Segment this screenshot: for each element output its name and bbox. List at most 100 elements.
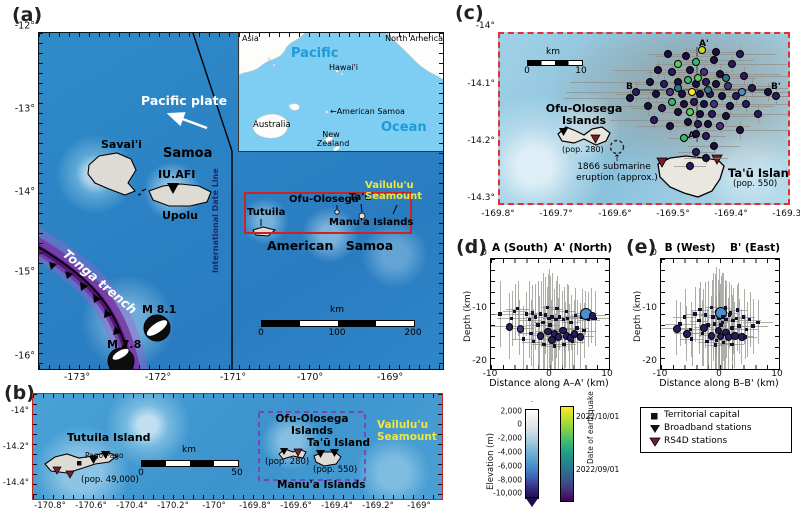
axis-tick-label: -170.4°	[116, 501, 148, 511]
panel-d-title-left: A (South)	[491, 242, 549, 254]
earthquake-epicenter	[701, 154, 710, 163]
scalebar-c-t1: 10	[575, 66, 587, 76]
earthquake-hypocenter	[705, 339, 709, 344]
rs4d-triangle-b2	[65, 470, 75, 479]
samoa-label: Samoa	[163, 146, 213, 161]
panel-d-title-right: A' (North)	[553, 242, 613, 254]
inset-new-zealand-label-2: Zealand	[316, 139, 350, 148]
panel-a-label: (a)	[12, 4, 43, 26]
earthquake-epicenter	[658, 104, 667, 113]
earthquake-epicenter	[722, 73, 730, 82]
earthquake-hypocenter	[565, 316, 570, 321]
axis-tick-label: -14°	[475, 21, 495, 31]
earthquake-hypocenter	[728, 311, 733, 315]
tonga-trench-line	[39, 246, 132, 369]
panel-b-bottom-ticks	[33, 495, 442, 499]
upolu-label: Upolu	[162, 209, 198, 222]
axis-tick-label: -10	[642, 303, 657, 313]
axis-tick-label: -169°	[376, 372, 404, 383]
earthquake-epicenter	[700, 100, 709, 109]
earthquake-hypocenter	[531, 339, 536, 344]
earthquake-hypocenter	[562, 342, 566, 346]
inset-north-america-label: North America	[385, 34, 443, 43]
axis-tick-label: -169.3°	[772, 209, 800, 219]
earthquake-epicenter	[663, 50, 672, 59]
error-bar	[676, 87, 788, 89]
earthquake-epicenter	[722, 112, 730, 120]
earthquake-epicenter	[717, 91, 726, 100]
earthquake-hypocenter	[678, 322, 682, 326]
broadband-triangle-tau-b2	[330, 449, 339, 457]
earthquake-epicenter	[689, 97, 698, 106]
earthquake-hypocenter	[734, 316, 739, 321]
axis-tick-label: 0	[481, 248, 487, 258]
earthquake-hypocenter	[682, 315, 687, 319]
axis-tick-label: -4,000	[497, 447, 522, 457]
earthquake-epicenter	[724, 82, 733, 91]
axis-tick-label: -169.7°	[539, 209, 573, 219]
earthquake-hypocenter	[730, 342, 734, 346]
earthquake-epicenter	[710, 55, 719, 64]
earthquake-hypocenter	[576, 333, 585, 341]
axis-tick-label: -2,000	[497, 433, 522, 443]
pago-pago-label: Pago Pago	[85, 451, 124, 460]
earthquake-epicenter	[674, 108, 683, 117]
earthquake-hypocenter	[529, 331, 533, 335]
axis-tick-label: -8,000	[497, 475, 522, 485]
scalebar-b-t0: 0	[138, 468, 144, 478]
panel-e-left-ticks	[661, 259, 665, 369]
earthquake-hypocenter	[721, 340, 726, 345]
scalebar-a-t2: 200	[404, 328, 422, 338]
tutuila-label-a: Tutuila	[247, 207, 286, 218]
american-samoa-point	[325, 110, 329, 114]
panel-c-label: (c)	[455, 2, 484, 24]
panel-a-features-layer	[39, 33, 412, 369]
rs4d-stations-icon	[649, 437, 661, 447]
vailulu-label-b1: Vailulu'u	[377, 419, 429, 431]
inset-american-samoa-label: ←American Samoa	[330, 107, 405, 116]
axis-tick-label: -14.1°	[467, 79, 495, 89]
axis-tick-label: -169.4°	[714, 209, 748, 219]
earthquake-hypocenter	[524, 312, 529, 316]
earthquake-epicenter	[698, 45, 707, 54]
axis-tick-label: 10	[771, 369, 783, 379]
axis-tick-label: -16°	[14, 350, 35, 362]
date-colorbar	[560, 406, 574, 502]
ofu-pop-label-b: (pop. 280)	[265, 457, 310, 467]
panel-e-xlabel: Distance along B–B' (km)	[659, 378, 779, 389]
earthquake-epicenter	[691, 147, 700, 156]
error-bar	[674, 76, 788, 78]
earthquake-hypocenter	[730, 326, 734, 330]
ofu-olosega-label-a: Ofu-Olosega	[289, 194, 359, 205]
earthquake-hypocenter	[542, 342, 546, 346]
axis-tick-label: -20	[642, 356, 657, 366]
earthquake-hypocenter	[747, 317, 752, 322]
axis-tick-label: -6,000	[497, 461, 522, 471]
earthquake-hypocenter	[516, 324, 525, 333]
date-colorbar-tick-bottom: 2022/09/01	[576, 465, 620, 474]
section-d-scatter-layer	[491, 259, 609, 369]
axis-tick-label: -170.8°	[34, 501, 66, 511]
earthquake-hypocenter	[707, 332, 716, 340]
panel-e-plot	[660, 258, 780, 370]
earthquake-epicenter	[696, 90, 705, 99]
tau-label-a: Ta'ū	[349, 192, 372, 203]
earthquake-hypocenter	[735, 308, 740, 312]
earthquake-hypocenter	[709, 305, 714, 310]
error-bar	[550, 275, 551, 369]
elevation-colorbar-bottom-cap	[525, 497, 539, 507]
earthquake-epicenter	[710, 100, 719, 109]
earthquake-hypocenter	[548, 335, 556, 344]
earthquake-epicenter	[674, 83, 683, 92]
hawaii-islands	[335, 69, 339, 73]
earthquake-epicenter	[736, 126, 745, 134]
earthquake-epicenter	[754, 109, 763, 118]
earthquake-epicenter	[736, 50, 745, 59]
earthquake-epicenter	[649, 115, 658, 124]
earthquake-epicenter	[696, 109, 705, 118]
elevation-colorbar-label: Elevation (m)	[486, 432, 496, 490]
world-inset-map: Asia North America Pacific Hawai'i ←Amer…	[238, 33, 443, 152]
rs4d-triangle-ofu-c	[590, 134, 601, 144]
broadband-triangle-ofu-b	[280, 448, 288, 455]
earthquake-epicenter	[700, 68, 709, 77]
